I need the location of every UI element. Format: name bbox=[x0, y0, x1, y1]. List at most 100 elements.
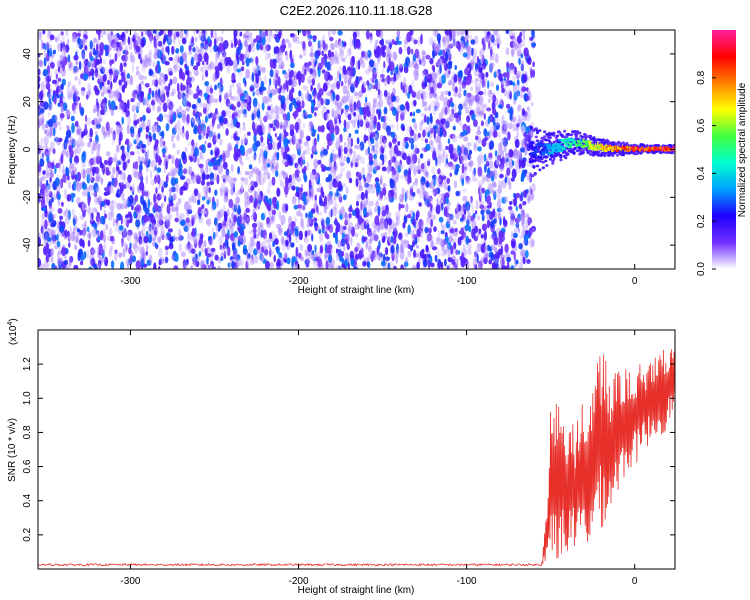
heatmap-cell bbox=[458, 134, 463, 139]
heatmap-cell bbox=[223, 193, 227, 200]
heatmap-cell bbox=[468, 161, 472, 167]
heatmap-cell bbox=[489, 54, 493, 61]
heatmap-cell bbox=[479, 55, 484, 65]
heatmap-cell bbox=[71, 33, 77, 42]
heatmap-cell bbox=[396, 216, 401, 226]
heatmap-cell bbox=[432, 150, 437, 161]
heatmap-cell bbox=[235, 192, 239, 197]
heatmap-cell bbox=[106, 199, 111, 206]
heatmap-cell bbox=[376, 192, 379, 198]
heatmap-cell bbox=[420, 181, 425, 191]
heatmap-cell bbox=[307, 114, 313, 119]
heatmap-cell bbox=[522, 239, 526, 245]
heatmap-cell bbox=[445, 69, 450, 79]
heatmap-cell bbox=[221, 228, 226, 238]
heatmap-cell bbox=[520, 256, 524, 267]
heatmap-cell bbox=[137, 155, 141, 165]
heatmap-cell bbox=[68, 93, 73, 98]
heatmap-cell bbox=[227, 229, 230, 237]
heatmap-cell bbox=[368, 173, 373, 178]
heatmap-cell bbox=[303, 165, 307, 172]
heatmap-cell bbox=[344, 258, 349, 267]
heatmap-cell bbox=[38, 68, 41, 76]
heatmap-cell bbox=[247, 131, 251, 136]
heatmap-cell bbox=[487, 116, 491, 125]
heatmap-cell bbox=[357, 193, 362, 200]
heatmap-cell bbox=[274, 66, 277, 76]
heatmap-cell bbox=[138, 176, 143, 181]
heatmap-cell bbox=[131, 104, 136, 113]
heatmap-cell bbox=[478, 111, 482, 116]
heatmap-cell bbox=[206, 174, 211, 180]
heatmap-cell bbox=[360, 191, 365, 201]
heatmap-cell bbox=[229, 95, 235, 101]
heatmap-cell bbox=[187, 141, 192, 147]
heatmap-cell bbox=[326, 61, 331, 71]
heatmap-cell bbox=[43, 261, 50, 269]
heatmap-cell bbox=[301, 100, 305, 109]
heatmap-cell bbox=[345, 238, 348, 245]
heatmap-cell bbox=[490, 62, 494, 72]
heatmap-cell bbox=[190, 193, 195, 202]
heatmap-cell bbox=[475, 177, 478, 183]
heatmap-cell bbox=[102, 234, 107, 242]
heatmap-cell bbox=[232, 177, 238, 182]
heatmap-cell bbox=[521, 108, 526, 117]
heatmap-cell bbox=[494, 150, 498, 157]
heatmap-cell bbox=[241, 234, 247, 245]
heatmap-cell bbox=[40, 137, 44, 145]
heatmap-cell bbox=[173, 64, 177, 70]
heatmap-cell bbox=[196, 61, 201, 67]
heatmap-cell bbox=[375, 63, 379, 71]
heatmap-cell bbox=[383, 61, 386, 69]
heatmap-cell bbox=[527, 130, 532, 138]
heatmap-cell bbox=[374, 234, 379, 242]
heatmap-cell bbox=[368, 211, 373, 216]
heatmap-cell bbox=[216, 210, 221, 221]
heatmap-cell bbox=[471, 113, 476, 121]
heatmap-cell bbox=[234, 130, 239, 137]
heatmap-cell bbox=[208, 97, 212, 107]
heatmap-cell bbox=[53, 123, 58, 128]
heatmap-cell bbox=[337, 196, 342, 201]
heatmap-cell bbox=[318, 62, 323, 70]
heatmap-cell bbox=[493, 71, 497, 79]
heatmap-cell bbox=[486, 219, 491, 229]
heatmap-cell bbox=[295, 186, 299, 192]
heatmap-cell bbox=[188, 50, 193, 55]
heatmap-cell bbox=[396, 150, 402, 157]
heatmap-cell bbox=[297, 196, 301, 204]
heatmap-cell bbox=[98, 31, 101, 41]
heatmap-cell bbox=[440, 193, 444, 201]
heatmap-cell bbox=[502, 257, 505, 267]
heatmap-cell bbox=[207, 217, 212, 228]
heatmap-cell bbox=[109, 204, 115, 211]
heatmap-cell bbox=[484, 244, 489, 253]
heatmap-cell bbox=[245, 214, 250, 224]
heatmap-cell bbox=[283, 251, 289, 260]
heatmap-cell bbox=[374, 100, 378, 109]
heatmap-cell bbox=[115, 144, 119, 154]
heatmap-cell bbox=[273, 254, 276, 263]
heatmap-cell bbox=[204, 80, 210, 87]
heatmap-cell bbox=[324, 230, 328, 238]
heatmap-cell bbox=[166, 232, 170, 237]
heatmap-cell bbox=[289, 137, 292, 145]
heatmap-cell bbox=[299, 161, 303, 169]
heatmap-cell bbox=[327, 192, 333, 200]
heatmap-cell bbox=[278, 173, 282, 182]
heatmap-cell bbox=[66, 84, 70, 94]
heatmap-cell bbox=[465, 235, 470, 245]
heatmap-cell bbox=[457, 87, 462, 95]
heatmap-cell bbox=[455, 190, 461, 197]
heatmap-cell bbox=[275, 69, 280, 76]
heatmap-cell bbox=[155, 32, 160, 41]
heatmap-cell bbox=[524, 250, 529, 258]
heatmap-cell bbox=[267, 114, 272, 121]
heatmap-cell bbox=[375, 30, 381, 38]
heatmap-cell bbox=[309, 189, 312, 198]
heatmap-cell bbox=[97, 230, 101, 238]
heatmap-cell bbox=[370, 144, 374, 151]
heatmap-cell bbox=[350, 110, 355, 115]
heatmap-cell bbox=[276, 246, 280, 255]
